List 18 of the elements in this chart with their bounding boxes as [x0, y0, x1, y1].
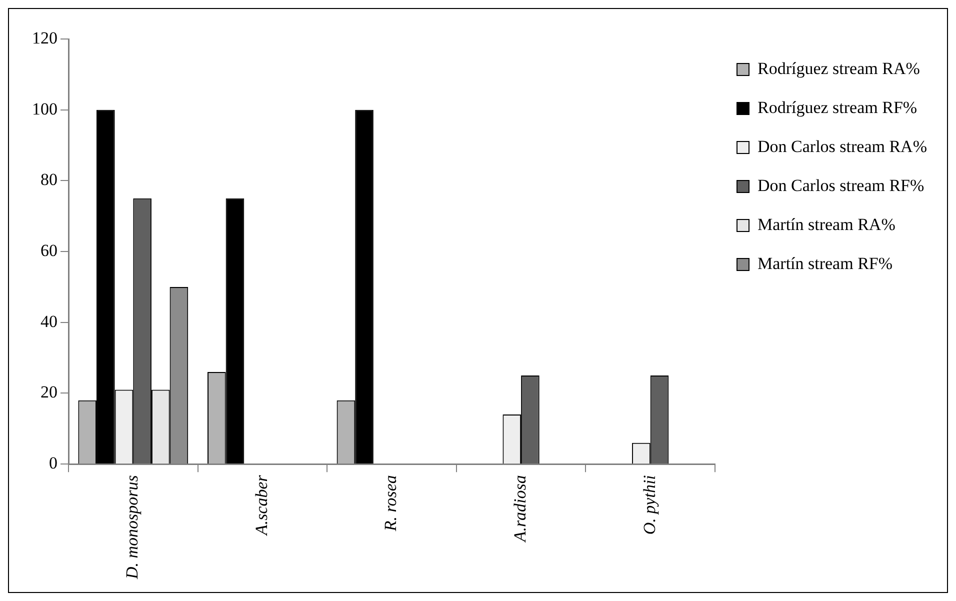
x-tick-label: A.scaber [252, 474, 271, 536]
y-tick-label: 120 [32, 28, 58, 48]
legend-label: Don Carlos stream RA% [758, 136, 928, 156]
legend-label: Rodríguez stream RA% [758, 58, 920, 78]
y-tick-label: 100 [32, 99, 58, 118]
x-tick-label: R. rosea [381, 475, 400, 532]
legend-label: Martín stream RF% [758, 254, 893, 273]
y-tick-label: 80 [40, 170, 58, 190]
legend-label: Rodríguez stream RF% [758, 98, 918, 117]
legend-label: Don Carlos stream RF% [758, 176, 924, 195]
x-tick-label: A.radiosa [510, 475, 530, 543]
x-tick-label: O. pythii [640, 474, 659, 535]
x-tick-label: D. monosporus [122, 474, 142, 580]
legend-label: Martín stream RA% [758, 214, 896, 234]
y-tick-label: 40 [40, 312, 58, 331]
y-tick-label: 20 [40, 382, 58, 402]
y-tick-label: 60 [40, 241, 58, 260]
y-tick-label: 0 [49, 454, 58, 473]
